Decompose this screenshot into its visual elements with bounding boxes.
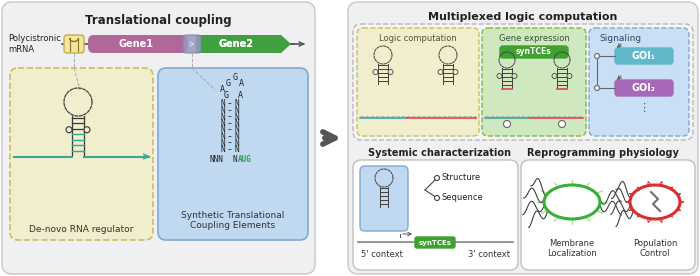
FancyBboxPatch shape bbox=[10, 68, 153, 240]
Circle shape bbox=[594, 86, 599, 91]
FancyBboxPatch shape bbox=[415, 237, 455, 248]
Text: Synthetic Translational
Coupling Elements: Synthetic Translational Coupling Element… bbox=[181, 211, 285, 230]
Text: –: – bbox=[228, 132, 232, 141]
FancyBboxPatch shape bbox=[500, 46, 568, 58]
Text: –: – bbox=[228, 100, 232, 108]
FancyBboxPatch shape bbox=[615, 48, 673, 64]
Circle shape bbox=[497, 73, 502, 78]
Text: N: N bbox=[220, 113, 225, 121]
Text: G: G bbox=[225, 79, 230, 89]
Text: N: N bbox=[232, 155, 237, 164]
Circle shape bbox=[453, 70, 458, 75]
Text: Signaling: Signaling bbox=[599, 34, 641, 43]
Text: ⋮: ⋮ bbox=[638, 103, 650, 113]
FancyBboxPatch shape bbox=[196, 35, 281, 53]
Text: synTCEs: synTCEs bbox=[419, 240, 452, 245]
Text: Gene1: Gene1 bbox=[118, 39, 153, 49]
Circle shape bbox=[594, 54, 599, 59]
Text: Membrane
Localization: Membrane Localization bbox=[547, 239, 597, 258]
Circle shape bbox=[512, 73, 517, 78]
Text: N: N bbox=[220, 100, 225, 108]
Circle shape bbox=[66, 127, 72, 133]
FancyBboxPatch shape bbox=[482, 28, 586, 136]
Text: GOI₂: GOI₂ bbox=[632, 83, 656, 93]
Text: N: N bbox=[234, 145, 239, 154]
Text: Multiplexed logic computation: Multiplexed logic computation bbox=[428, 12, 617, 22]
Text: –: – bbox=[228, 126, 232, 134]
Circle shape bbox=[552, 73, 557, 78]
Text: Systemic characterization: Systemic characterization bbox=[368, 148, 512, 158]
Text: N: N bbox=[220, 119, 225, 128]
FancyBboxPatch shape bbox=[183, 35, 201, 53]
Circle shape bbox=[567, 73, 572, 78]
Text: N: N bbox=[234, 126, 239, 134]
Text: G: G bbox=[232, 73, 237, 83]
Text: Sequence: Sequence bbox=[442, 193, 484, 203]
Text: N: N bbox=[220, 106, 225, 115]
Circle shape bbox=[388, 70, 393, 75]
Text: Polycistronic
mRNA: Polycistronic mRNA bbox=[8, 34, 61, 54]
Text: N: N bbox=[220, 132, 225, 141]
Text: –: – bbox=[228, 106, 232, 115]
FancyBboxPatch shape bbox=[589, 28, 689, 136]
Circle shape bbox=[373, 70, 378, 75]
Text: AUG: AUG bbox=[238, 155, 252, 164]
Text: N: N bbox=[220, 145, 225, 154]
Text: N: N bbox=[234, 106, 239, 115]
Circle shape bbox=[559, 121, 566, 128]
Text: synTCEs: synTCEs bbox=[516, 47, 552, 57]
FancyBboxPatch shape bbox=[158, 68, 308, 240]
Polygon shape bbox=[281, 35, 291, 53]
Ellipse shape bbox=[544, 185, 600, 219]
Text: N: N bbox=[220, 126, 225, 134]
Text: 5' context: 5' context bbox=[361, 250, 403, 259]
FancyBboxPatch shape bbox=[196, 35, 281, 53]
Text: N: N bbox=[234, 139, 239, 147]
Text: A: A bbox=[237, 91, 242, 100]
Text: A: A bbox=[220, 86, 225, 94]
FancyBboxPatch shape bbox=[64, 35, 84, 53]
Text: NNN: NNN bbox=[209, 155, 223, 164]
Text: Gene2: Gene2 bbox=[218, 39, 253, 49]
FancyBboxPatch shape bbox=[2, 2, 315, 274]
Text: N: N bbox=[234, 132, 239, 141]
Text: N: N bbox=[234, 119, 239, 128]
Text: Translational coupling: Translational coupling bbox=[85, 14, 231, 27]
Text: Logic computation: Logic computation bbox=[379, 34, 457, 43]
FancyBboxPatch shape bbox=[615, 80, 673, 96]
Text: G: G bbox=[223, 91, 228, 100]
Text: 3' context: 3' context bbox=[468, 250, 510, 259]
FancyBboxPatch shape bbox=[88, 35, 188, 53]
Circle shape bbox=[435, 176, 440, 181]
Text: Gene2: Gene2 bbox=[218, 39, 253, 49]
Circle shape bbox=[435, 195, 440, 200]
FancyBboxPatch shape bbox=[360, 166, 408, 231]
Text: N: N bbox=[220, 139, 225, 147]
Circle shape bbox=[84, 127, 90, 133]
Text: Structure: Structure bbox=[442, 174, 482, 182]
Text: Population
Control: Population Control bbox=[633, 239, 677, 258]
FancyBboxPatch shape bbox=[353, 160, 518, 270]
Circle shape bbox=[503, 121, 510, 128]
Text: –: – bbox=[228, 113, 232, 121]
FancyBboxPatch shape bbox=[348, 2, 698, 274]
Text: N: N bbox=[234, 113, 239, 121]
Text: Gene expression: Gene expression bbox=[498, 34, 569, 43]
FancyBboxPatch shape bbox=[521, 160, 695, 270]
Text: –: – bbox=[228, 119, 232, 128]
Text: Reprogramming physiology: Reprogramming physiology bbox=[527, 148, 679, 158]
Ellipse shape bbox=[630, 185, 680, 219]
FancyBboxPatch shape bbox=[353, 24, 693, 140]
Text: GOI₁: GOI₁ bbox=[632, 51, 656, 61]
FancyBboxPatch shape bbox=[357, 28, 479, 136]
Text: –: – bbox=[228, 139, 232, 147]
Text: A: A bbox=[239, 78, 244, 87]
Text: De-novo RNA regulator: De-novo RNA regulator bbox=[29, 225, 134, 234]
Circle shape bbox=[438, 70, 443, 75]
Text: N: N bbox=[234, 100, 239, 108]
Text: –: – bbox=[228, 145, 232, 154]
